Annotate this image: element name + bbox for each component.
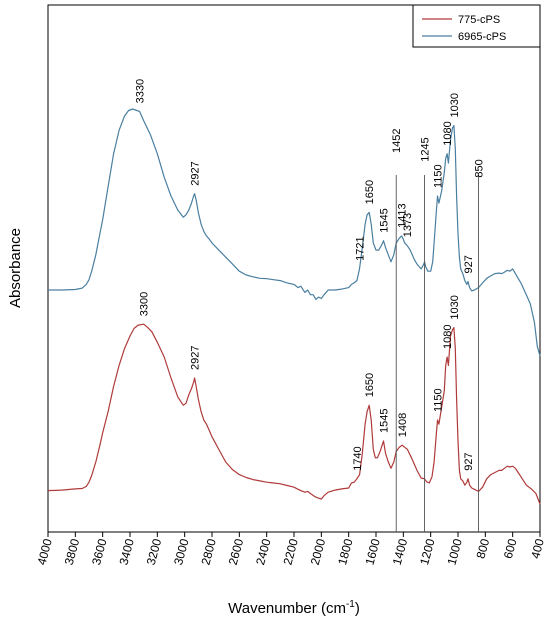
peak-label-6965-cps-1030: 1030 — [449, 93, 461, 117]
peak-label-775-cps-1740: 1740 — [352, 446, 364, 470]
x-tick-label-4000: 4000 — [34, 537, 55, 567]
peak-label-6965-cps-1452: 1452 — [391, 129, 403, 153]
legend-box — [412, 4, 541, 48]
peak-label-775-cps-927: 927 — [463, 452, 475, 470]
peak-label-775-cps-2927: 2927 — [190, 346, 202, 370]
x-tick-label-1800: 1800 — [335, 537, 356, 567]
peak-label-775-cps-1030: 1030 — [449, 295, 461, 319]
x-tick-label-1000: 1000 — [444, 537, 465, 567]
x-tick-label-2200: 2200 — [280, 537, 301, 567]
series-line-775-cps — [47, 323, 541, 505]
x-tick-label-2800: 2800 — [198, 537, 219, 567]
x-tick-label-1200: 1200 — [417, 537, 438, 567]
x-tick-label-2400: 2400 — [253, 537, 274, 567]
legend-label-775-cps: 775-cPS — [458, 14, 500, 26]
peak-label-6965-cps-3330: 3330 — [135, 79, 147, 103]
x-axis-ticks: 4000 3800 3600 3400 3200 3000 2800 2600 2400 2200… — [34, 532, 547, 567]
peak-label-6965-cps-927: 927 — [463, 255, 475, 273]
x-tick-label-3200: 3200 — [144, 537, 165, 567]
x-tick-label-2600: 2600 — [226, 537, 247, 567]
x-tick-label-3400: 3400 — [116, 537, 137, 567]
peak-label-6965-cps-1721: 1721 — [355, 236, 367, 260]
legend-label-6965-cps: 6965-cPS — [458, 31, 506, 43]
x-tick-label-1600: 1600 — [362, 537, 383, 567]
peak-label-775-cps-1408: 1408 — [397, 413, 409, 437]
x-axis-title: Wavenumber (cm-1) — [228, 599, 360, 617]
legend: 775-cPS 6965-cPS — [412, 4, 541, 48]
peak-label-775-cps-1150: 1150 — [433, 388, 445, 412]
peak-label-6965-cps-1545: 1545 — [379, 208, 391, 232]
peak-label-775-cps-1080: 1080 — [442, 325, 454, 349]
x-axis-unit-exponent: -1 — [346, 599, 355, 610]
x-tick-label-600: 600 — [501, 537, 520, 560]
peak-label-6965-cps-1080: 1080 — [442, 121, 454, 145]
x-tick-label-3000: 3000 — [171, 537, 192, 567]
peak-label-775-cps-1545: 1545 — [379, 409, 391, 433]
x-tick-label-3600: 3600 — [89, 537, 110, 567]
series-line-6965-cps — [48, 108, 541, 356]
peak-label-6965-cps-1150: 1150 — [433, 164, 445, 188]
x-tick-label-400: 400 — [528, 537, 547, 560]
reference-lines — [395, 175, 479, 532]
peak-label-6965-cps-2927: 2927 — [190, 161, 202, 185]
series-layer — [47, 108, 541, 505]
peak-label-6965-cps-1245: 1245 — [420, 137, 432, 161]
x-tick-label-2000: 2000 — [308, 537, 329, 567]
x-axis-title-main: Wavenumber — [228, 600, 317, 617]
x-axis-unit: cm — [326, 600, 346, 617]
peak-label-6965-cps-1650: 1650 — [364, 180, 376, 204]
peak-label-775-cps-1650: 1650 — [364, 373, 376, 397]
peak-labels: 3330292717211650154514521413137312451150… — [135, 79, 486, 471]
peak-label-6965-cps-1413: 1413 — [397, 203, 409, 227]
x-tick-label-3800: 3800 — [62, 537, 83, 567]
peak-label-6965-cps-850: 850 — [474, 159, 486, 177]
y-axis-title: Absorbance — [7, 228, 24, 308]
x-tick-label-1400: 1400 — [390, 537, 411, 567]
peak-label-775-cps-3300: 3300 — [139, 292, 151, 316]
peak-label-6965-cps-1373: 1373 — [402, 213, 414, 237]
x-tick-label-800: 800 — [473, 537, 492, 560]
